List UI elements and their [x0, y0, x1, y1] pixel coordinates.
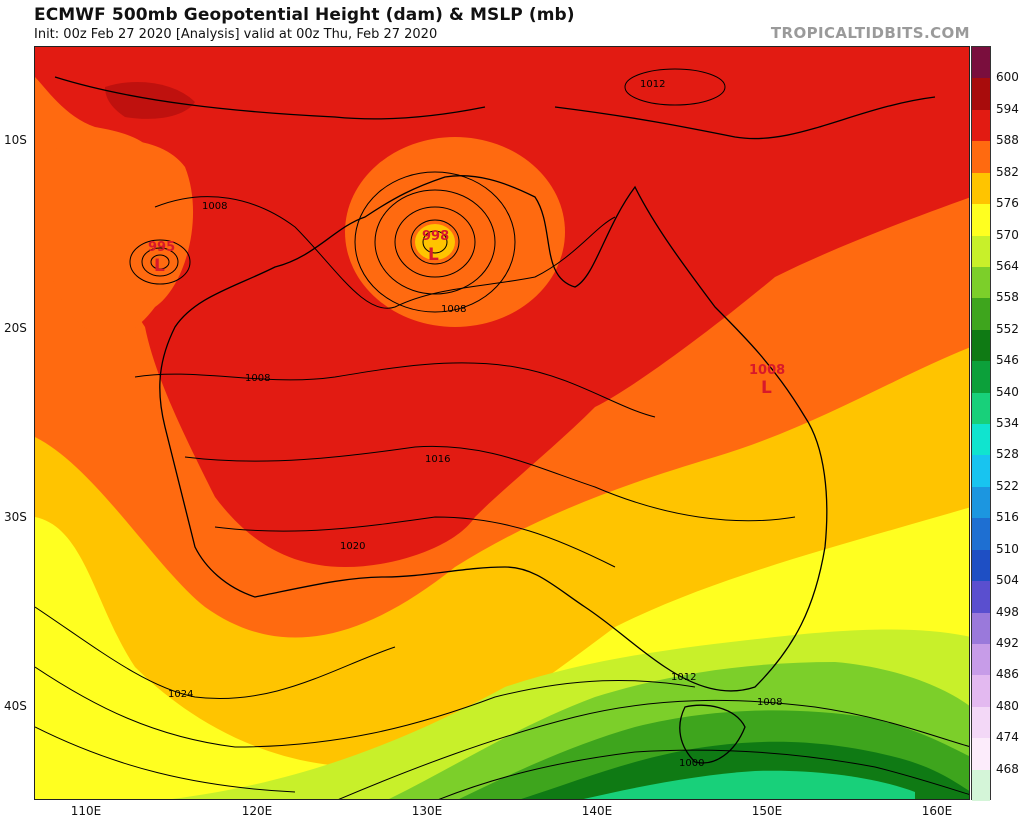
isobar-label: 1012 — [671, 672, 696, 683]
colorbar-segment — [972, 141, 990, 174]
colorbar-segment — [972, 361, 990, 394]
colorbar-label: 474 — [996, 730, 1019, 745]
colorbar-label: 516 — [996, 510, 1019, 525]
isobar-label: 1008 — [245, 373, 270, 384]
colorbar-label: 588 — [996, 133, 1019, 148]
colorbar-segment — [972, 643, 990, 676]
colorbar-label: 552 — [996, 321, 1019, 336]
isobar-label: 1016 — [425, 454, 450, 465]
lon-label-110e: 110E — [70, 804, 102, 818]
isobar-label: 1008 — [441, 304, 466, 315]
colorbar-segment — [972, 47, 990, 79]
colorbar-segment — [972, 769, 990, 802]
colorbar-label: 522 — [996, 478, 1019, 493]
colorbar-label: 576 — [996, 196, 1019, 211]
isobar-label: 1000 — [679, 758, 704, 769]
colorbar-label: 600 — [996, 70, 1019, 85]
colorbar-segment — [972, 298, 990, 331]
colorbar-segment — [972, 235, 990, 268]
lon-label-130e: 130E — [411, 804, 443, 818]
colorbar-segment — [972, 266, 990, 299]
isobar-label: 1008 — [202, 201, 227, 212]
colorbar-segment — [972, 424, 990, 456]
lon-label-140e: 140E — [581, 804, 613, 818]
lat-label-10s: 10S — [4, 133, 27, 147]
colorbar-label: 558 — [996, 290, 1019, 305]
colorbar-segment — [972, 518, 990, 551]
low-pressure-symbol: L — [761, 378, 772, 398]
colorbar-segment — [972, 675, 990, 708]
lon-label-150e: 150E — [751, 804, 783, 818]
isobar-label: 1024 — [168, 689, 193, 700]
colorbar-label: 486 — [996, 667, 1019, 682]
colorbar-label: 492 — [996, 635, 1019, 650]
colorbar-label: 510 — [996, 541, 1019, 556]
lon-label-160e: 160E — [921, 804, 953, 818]
chart-title: ECMWF 500mb Geopotential Height (dam) & … — [34, 5, 575, 25]
colorbar-label: 528 — [996, 447, 1019, 462]
colorbar-segment — [972, 392, 990, 425]
lat-label-40s: 40S — [4, 699, 27, 713]
map-panel: 1012 1008 1008 1008 1016 1020 1024 1012 … — [34, 46, 970, 800]
colorbar-label: 594 — [996, 101, 1019, 116]
colorbar-label: 480 — [996, 698, 1019, 713]
colorbar-label: 534 — [996, 416, 1019, 430]
colorbar-label: 546 — [996, 353, 1019, 368]
colorbar-label: 540 — [996, 384, 1019, 399]
colorbar-label: 564 — [996, 258, 1019, 273]
colorbar-segment — [972, 738, 990, 771]
isobar-label: 1008 — [757, 697, 782, 708]
isobar-label: 1012 — [640, 79, 665, 90]
colorbar-segment — [972, 329, 990, 362]
low-pressure-symbol: L — [154, 256, 165, 276]
colorbar-segment — [972, 612, 990, 645]
colorbar-segment — [972, 455, 990, 488]
low-pressure-value: 1008 — [749, 363, 785, 378]
init-valid-time: Init: 00z Feb 27 2020 [Analysis] valid a… — [34, 27, 438, 42]
low-pressure-value: 998 — [422, 229, 449, 244]
low-pressure-symbol: L — [428, 245, 439, 265]
colorbar-segment — [972, 78, 990, 111]
colorbar-label: 498 — [996, 604, 1019, 619]
lon-label-120e: 120E — [241, 804, 273, 818]
colorbar-label: 582 — [996, 164, 1019, 179]
colorbar-segment — [972, 109, 990, 142]
colorbar-label: 570 — [996, 227, 1019, 242]
low-pressure-value: 995 — [148, 240, 175, 255]
colorbar-segment — [972, 204, 990, 236]
credit-watermark: TROPICALTIDBITS.COM — [770, 24, 970, 42]
weather-map: 1012 1008 1008 1008 1016 1020 1024 1012 … — [35, 47, 969, 799]
isobar-label: 1020 — [340, 541, 365, 552]
colorbar-segment — [972, 172, 990, 205]
lat-label-30s: 30S — [4, 510, 27, 524]
colorbar-segment — [972, 486, 990, 519]
colorbar-segment — [972, 706, 990, 739]
colorbar — [971, 46, 991, 802]
colorbar-label: 504 — [996, 573, 1019, 588]
colorbar-segment — [972, 549, 990, 582]
colorbar-label: 468 — [996, 761, 1019, 776]
lat-label-20s: 20S — [4, 321, 27, 335]
colorbar-segment — [972, 581, 990, 613]
